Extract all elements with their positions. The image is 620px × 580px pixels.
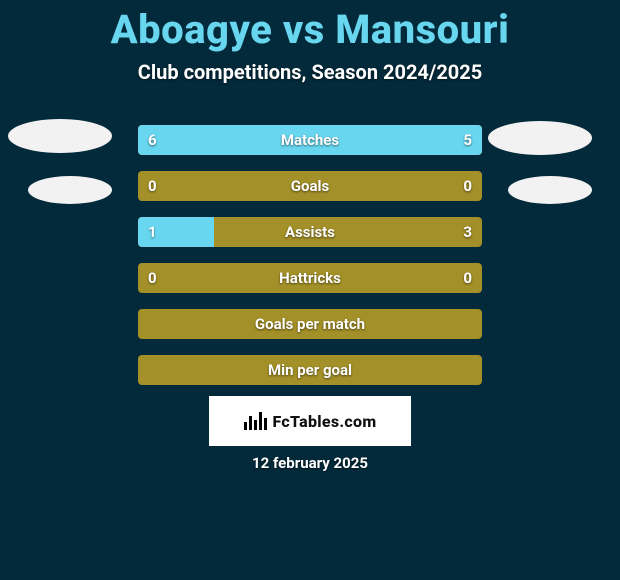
page-title: Aboagye vs Mansouri bbox=[0, 6, 620, 53]
brand-text: FcTables.com bbox=[273, 412, 377, 431]
stat-bar: Min per goal bbox=[138, 355, 482, 385]
stat-bar-left-fill bbox=[138, 217, 214, 247]
stat-bar: Assists13 bbox=[138, 217, 482, 247]
comparison-infographic: Aboagye vs Mansouri Club competitions, S… bbox=[0, 0, 620, 580]
stat-bar: Hattricks0 0 bbox=[138, 263, 482, 293]
brand-badge: FcTables.com bbox=[209, 396, 411, 446]
stat-bars: Matches65Goals00Assists13Hattricks00Goal… bbox=[138, 125, 482, 401]
avatar-right-1 bbox=[488, 121, 592, 155]
stat-bar-right-value: 0 bbox=[463, 177, 472, 195]
stat-bar-right-fill bbox=[138, 125, 482, 155]
stat-bar-right-value: 3 bbox=[463, 223, 472, 241]
stat-bar-right-value: 0 bbox=[463, 269, 472, 287]
avatar-left-1 bbox=[8, 119, 112, 153]
avatar-left-2 bbox=[28, 176, 112, 204]
stat-bar-label: Hattricks bbox=[138, 269, 482, 287]
date-label: 12 february 2025 bbox=[0, 454, 620, 472]
chart-icon bbox=[244, 412, 267, 430]
subtitle: Club competitions, Season 2024/2025 bbox=[0, 60, 620, 84]
stat-bar-left-value: 0 bbox=[148, 269, 157, 287]
stat-bar: Goals per match bbox=[138, 309, 482, 339]
stat-bar-label: Goals bbox=[138, 177, 482, 195]
stat-bar-label: Goals per match bbox=[138, 315, 482, 333]
stat-bar: Matches65 bbox=[138, 125, 482, 155]
stat-bar: Goals0 0 bbox=[138, 171, 482, 201]
stat-bar-label: Min per goal bbox=[138, 361, 482, 379]
avatar-right-2 bbox=[508, 176, 592, 204]
stat-bar-left-value: 0 bbox=[148, 177, 157, 195]
